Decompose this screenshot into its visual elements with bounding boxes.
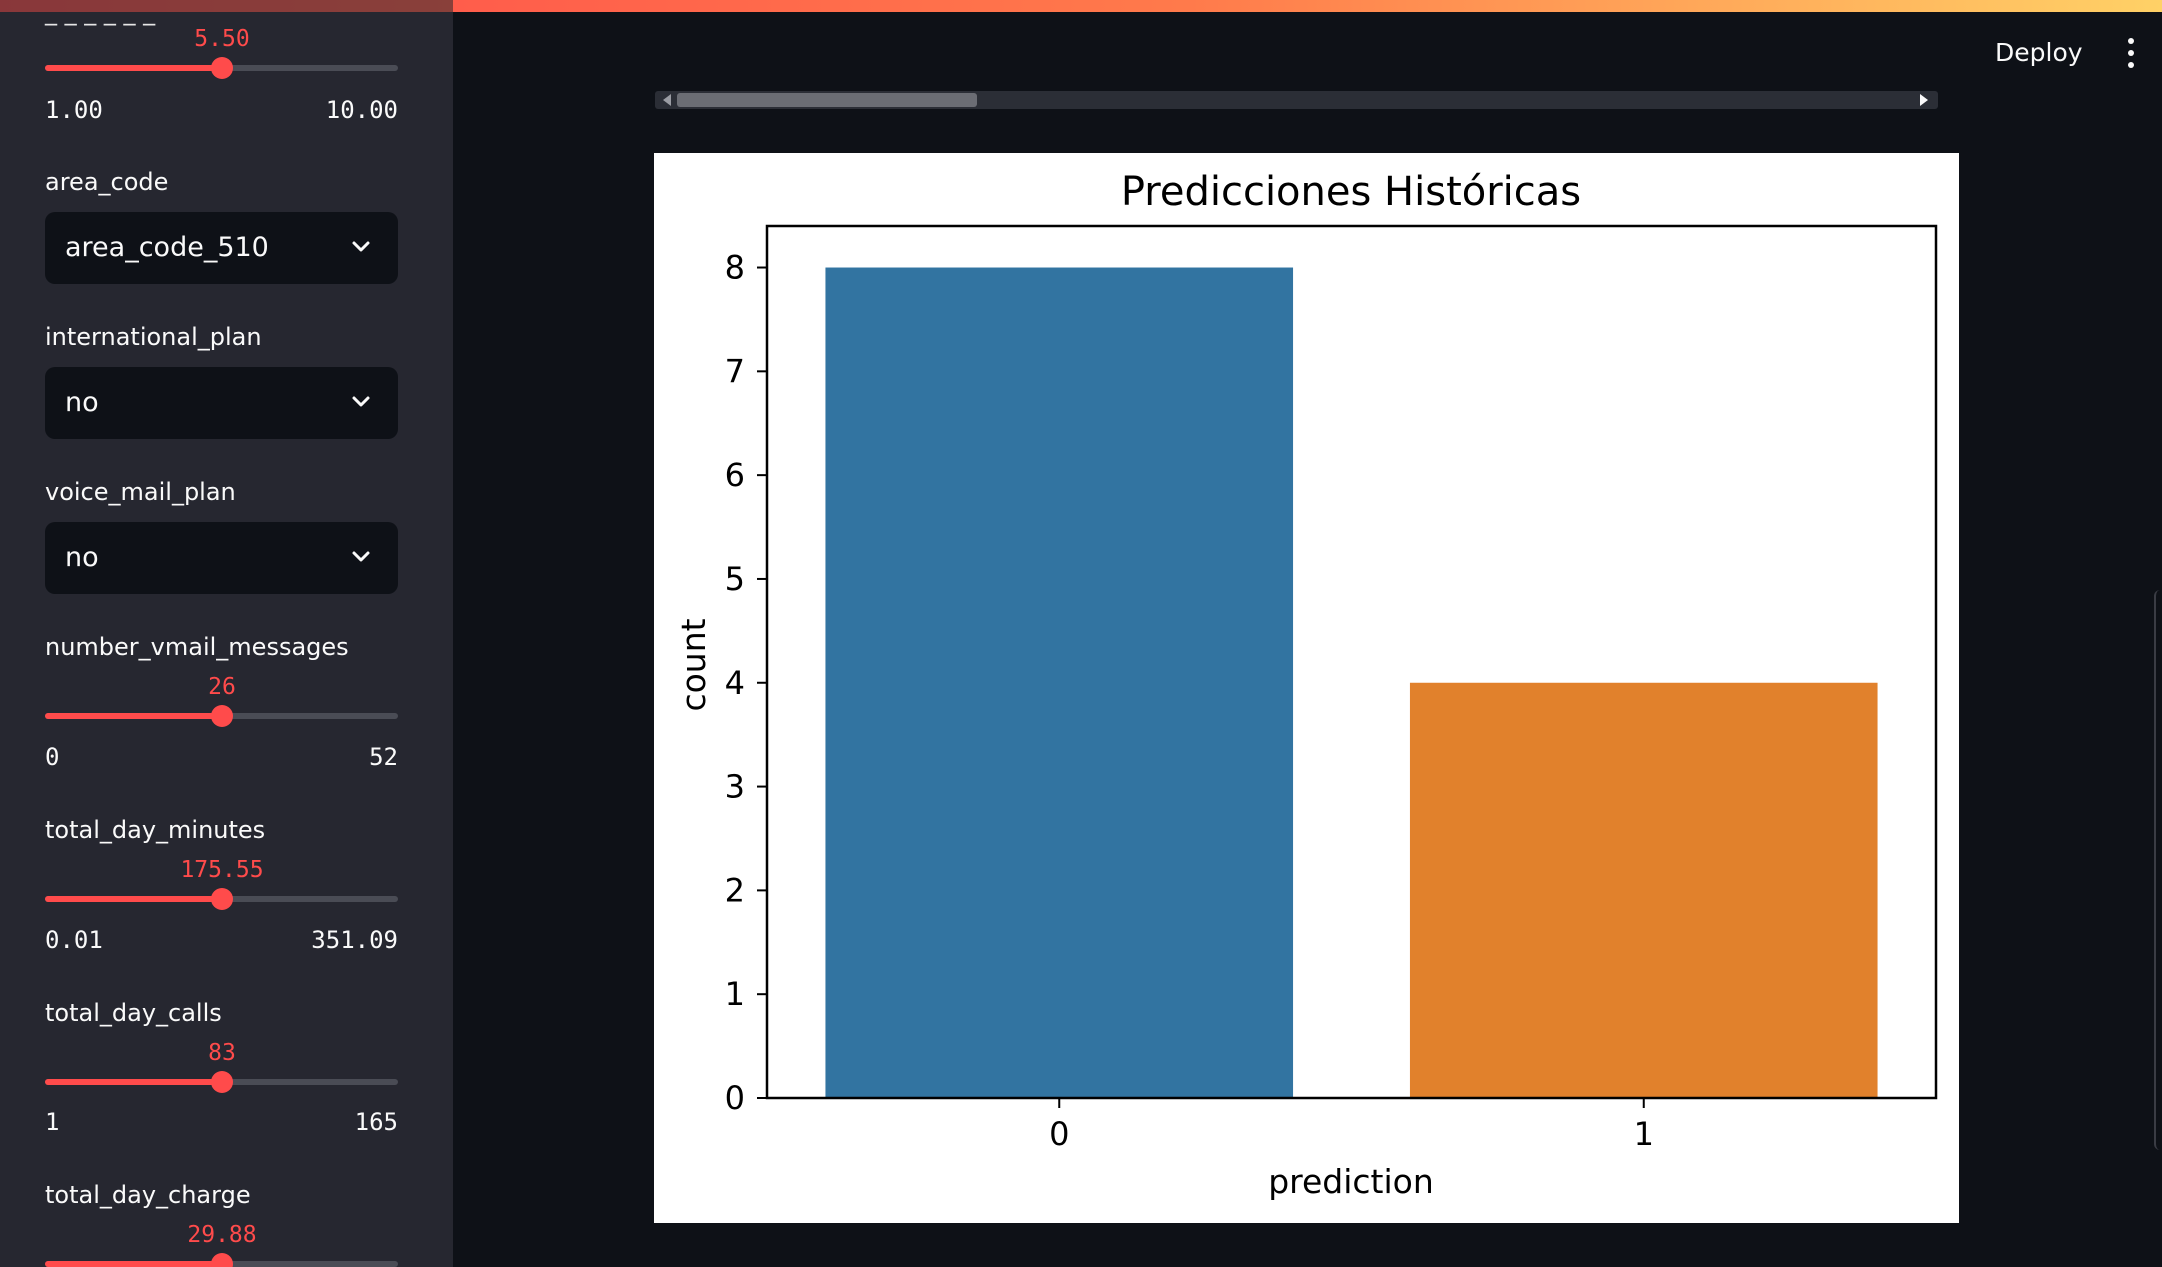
international-plan-selected: no xyxy=(65,387,99,418)
international-plan-label: international_plan xyxy=(45,323,262,351)
number-vmail-messages-track[interactable] xyxy=(45,705,398,727)
deploy-button[interactable]: Deploy xyxy=(1995,38,2083,67)
total-day-calls-label: total_day_calls xyxy=(45,999,222,1027)
y-tick-label: 8 xyxy=(725,249,745,287)
voice-mail-plan-label: voice_mail_plan xyxy=(45,478,236,506)
y-tick-label: 0 xyxy=(725,1079,745,1117)
international-plan-select[interactable]: no xyxy=(45,367,398,439)
menu-dot xyxy=(2128,50,2134,56)
slider-top-track[interactable] xyxy=(45,57,398,79)
total-day-minutes-fill xyxy=(45,896,222,902)
y-tick-label: 4 xyxy=(725,664,745,702)
y-tick-label: 7 xyxy=(725,352,745,390)
total-day-calls-track[interactable] xyxy=(45,1071,398,1093)
chart-card: Predicciones Históricas prediction count… xyxy=(654,153,1959,1223)
total-day-calls-thumb[interactable] xyxy=(210,1071,233,1093)
slider-top-thumb[interactable] xyxy=(210,57,233,79)
total-day-charge-value: 29.88 xyxy=(187,1222,257,1248)
menu-dot xyxy=(2128,62,2134,68)
total-day-minutes-value: 175.55 xyxy=(180,857,264,883)
scroll-right-arrow-icon[interactable] xyxy=(1920,94,1928,106)
y-tick-label: 6 xyxy=(725,456,745,494)
bar-chart: Predicciones Históricas prediction count… xyxy=(674,169,1938,1201)
y-tick-label: 5 xyxy=(725,560,745,598)
total-day-calls-value: 83 xyxy=(208,1040,236,1066)
area-code-selected: area_code_510 xyxy=(65,232,269,263)
scroll-left-arrow-icon[interactable] xyxy=(663,94,671,106)
slider-top-fill xyxy=(45,65,222,71)
chart-title: Predicciones Históricas xyxy=(1121,169,1581,215)
sidebar-cut-label: _ _ _ _ _ _ xyxy=(45,12,156,26)
top-decoration-shade xyxy=(0,0,453,12)
total-day-charge-thumb[interactable] xyxy=(210,1253,233,1267)
total-day-charge-fill xyxy=(45,1261,222,1267)
number-vmail-messages-label: number_vmail_messages xyxy=(45,633,349,661)
more-vertical-icon[interactable] xyxy=(2116,36,2146,70)
y-tick-label: 2 xyxy=(725,871,745,909)
total-day-calls-fill xyxy=(45,1079,222,1085)
total-day-minutes-label: total_day_minutes xyxy=(45,816,266,844)
total-day-minutes-max: 351.09 xyxy=(311,926,398,954)
slider-top-min: 1.00 xyxy=(45,96,103,124)
x-tick-label: 0 xyxy=(1049,1115,1069,1153)
slider-top-max: 10.00 xyxy=(325,96,398,124)
x-tick-label: 1 xyxy=(1634,1115,1654,1153)
total-day-charge-label: total_day_charge xyxy=(45,1181,251,1209)
chevron-down-icon xyxy=(352,241,370,252)
bar-0 xyxy=(825,267,1294,1098)
y-axis-label: count xyxy=(674,618,713,711)
number-vmail-messages-value: 26 xyxy=(208,674,236,700)
horizontal-scrollbar-thumb[interactable] xyxy=(677,93,977,107)
chevron-down-icon xyxy=(352,396,370,407)
area-code-label: area_code xyxy=(45,168,169,196)
sidebar: _ _ _ _ _ _ 5.50 1.00 10.00 area_code ar… xyxy=(0,12,453,1267)
bar-1 xyxy=(1409,682,1878,1098)
total-day-minutes-min: 0.01 xyxy=(45,926,103,954)
y-tick-label: 1 xyxy=(725,975,745,1013)
menu-dot xyxy=(2128,38,2134,44)
voice-mail-plan-selected: no xyxy=(65,542,99,573)
plot-frame xyxy=(765,224,1938,1100)
voice-mail-plan-select[interactable]: no xyxy=(45,522,398,594)
slider-top-value: 5.50 xyxy=(194,26,250,52)
y-tick-label: 3 xyxy=(725,768,745,806)
total-day-calls-max: 165 xyxy=(354,1108,398,1136)
horizontal-scrollbar[interactable] xyxy=(655,91,1938,109)
top-decoration-bar xyxy=(0,0,2162,12)
total-day-charge-track[interactable] xyxy=(45,1253,398,1267)
x-axis-label: prediction xyxy=(1268,1162,1434,1201)
chevron-down-icon xyxy=(352,551,370,562)
number-vmail-messages-max: 52 xyxy=(369,743,398,771)
total-day-calls-min: 1 xyxy=(45,1108,60,1136)
number-vmail-messages-thumb[interactable] xyxy=(210,705,233,727)
scroll-edge xyxy=(2154,590,2162,1150)
number-vmail-messages-min: 0 xyxy=(45,743,60,771)
area-code-select[interactable]: area_code_510 xyxy=(45,212,398,284)
number-vmail-messages-fill xyxy=(45,713,222,719)
total-day-minutes-thumb[interactable] xyxy=(210,888,233,910)
total-day-minutes-track[interactable] xyxy=(45,888,398,910)
